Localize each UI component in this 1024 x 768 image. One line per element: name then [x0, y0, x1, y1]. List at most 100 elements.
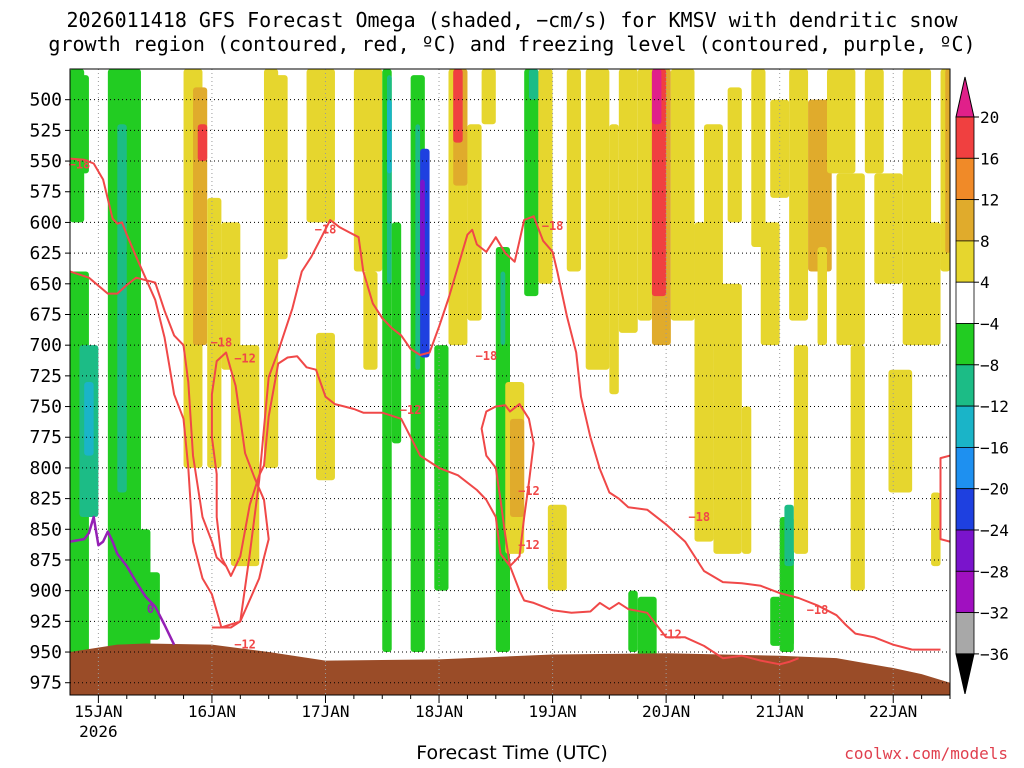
contour-label-1: −18 — [315, 223, 337, 237]
omega-cell-75 — [874, 173, 903, 284]
contour-minus18-1 — [939, 454, 950, 543]
colorbar-label-13: −36 — [980, 645, 1009, 664]
contour-label-8: −12 — [400, 403, 422, 417]
omega-cell-70 — [817, 246, 827, 346]
contour-label-5: −18 — [688, 510, 710, 524]
colorbar-swatch-m32_m28 — [955, 570, 975, 613]
colorbar-swatch-16_20 — [955, 116, 975, 159]
omega-cell-69 — [808, 99, 832, 272]
omega-cell-44 — [585, 69, 610, 370]
colorbar-label-5: −4 — [980, 315, 999, 334]
omega-cell-38 — [510, 418, 525, 518]
x-tick-year-label: 2026 — [79, 722, 118, 741]
contour-label-2: −18 — [211, 335, 233, 349]
y-tick-label-850: 850 — [29, 519, 62, 540]
omega-cell-78 — [921, 222, 941, 346]
omega-cell-72 — [836, 173, 865, 346]
credit-text: coolwx.com/models — [844, 744, 1008, 763]
omega-cell-54 — [651, 69, 662, 125]
colorbar-label-4: 4 — [980, 273, 990, 292]
y-tick-label-725: 725 — [29, 366, 62, 387]
omega-cell-18 — [316, 332, 335, 481]
colorbar-label-8: −16 — [980, 438, 1009, 457]
colorbar-swatch-m36_m32 — [955, 612, 975, 655]
omega-cell-58 — [713, 283, 742, 554]
omega-cell-65 — [784, 504, 794, 567]
omega-cell-23 — [386, 99, 392, 174]
omega-cell-26 — [415, 124, 421, 370]
omega-cell-12 — [207, 197, 222, 468]
colorbar-label-6: −8 — [980, 356, 999, 375]
y-tick-label-750: 750 — [29, 397, 62, 418]
colorbar-label-0: 20 — [980, 108, 999, 127]
contour-minus12-0 — [70, 270, 799, 666]
omega-cell-81 — [945, 69, 950, 254]
contour-labels: −18−18−18−18−18−18−18−12−12−12−12−12−120 — [69, 158, 829, 652]
contour-label-11: −12 — [518, 538, 540, 552]
y-tick-label-900: 900 — [29, 581, 62, 602]
y-tick-label-800: 800 — [29, 458, 62, 479]
y-tick-label-875: 875 — [29, 550, 62, 571]
contour-label-0: −18 — [69, 158, 91, 172]
omega-cell-11 — [197, 124, 208, 162]
colorbar-label-2: 12 — [980, 191, 999, 210]
omega-cell-16 — [273, 75, 288, 260]
y-tick-label-975: 975 — [29, 673, 62, 694]
x-tick-label-6: 21JAN — [756, 702, 804, 721]
contour-label-6: −18 — [807, 603, 829, 617]
plot-frame — [69, 68, 951, 696]
omega-shading — [70, 69, 950, 665]
colorbar: 20 16 12 8 4 −4 −8 −12 −16 −20 −24 −28 −32 −36 — [955, 76, 1009, 695]
omega-cell-59 — [727, 87, 742, 223]
contour-label-9: −12 — [234, 637, 256, 651]
omega-cell-36 — [500, 271, 506, 346]
gridlines — [70, 69, 950, 695]
omega-cell-13 — [221, 222, 241, 370]
x-tick-label-3: 18JAN — [415, 702, 463, 721]
x-axis-label: Forecast Time (UTC) — [416, 742, 608, 764]
x-tick-label-1: 16JAN — [188, 702, 236, 721]
omega-cell-39 — [524, 69, 539, 297]
contour-label-3: −18 — [476, 349, 498, 363]
omega-cell-4 — [84, 382, 94, 456]
omega-cell-34 — [481, 69, 496, 125]
omega-cell-32 — [453, 69, 463, 143]
omega-cell-61 — [751, 69, 766, 247]
omega-cell-53 — [651, 69, 667, 297]
y-tick-label-700: 700 — [29, 335, 62, 356]
colorbar-label-3: 8 — [980, 232, 990, 251]
omega-cell-79 — [931, 492, 941, 567]
omega-cell-76 — [888, 369, 913, 493]
contour-minus18-0 — [70, 157, 941, 651]
omega-cell-40 — [528, 69, 539, 100]
terrain-underground — [70, 643, 950, 695]
y-tick-label-825: 825 — [29, 489, 62, 510]
omega-cell-28 — [420, 179, 425, 297]
omega-cell-55 — [670, 69, 695, 321]
colorbar-swatch-neutral — [955, 281, 975, 324]
omega-cell-46 — [618, 69, 638, 333]
y-tick-label-600: 600 — [29, 212, 62, 233]
colorbar-swatch-12_16 — [955, 157, 975, 201]
chart-title-line1: 2026011418 GFS Forecast Omega (shaded, −… — [66, 8, 958, 32]
colorbar-label-9: −20 — [980, 480, 1009, 499]
omega-cell-63 — [770, 99, 790, 198]
omega-cell-17 — [306, 69, 335, 223]
omega-cell-47 — [628, 590, 638, 653]
x-tick-label-0: 15JAN — [74, 702, 122, 721]
omega-cell-67 — [789, 69, 809, 321]
omega-cell-68 — [793, 345, 809, 554]
omega-cell-41 — [538, 69, 553, 284]
colorbar-label-12: −32 — [980, 604, 1009, 623]
y-tick-label-650: 650 — [29, 274, 62, 295]
omega-cell-42 — [547, 504, 567, 591]
y-tick-label-525: 525 — [29, 120, 62, 141]
x-tick-label-5: 20JAN — [642, 702, 690, 721]
y-tick-label-775: 775 — [29, 427, 62, 448]
chart-title-line2: growth region (contoured, red, ºC) and f… — [48, 32, 976, 56]
contour-freezing-0-0 — [70, 515, 176, 646]
colorbar-swatch-m8_m4 — [955, 323, 975, 366]
y-tick-label-925: 925 — [29, 611, 62, 632]
contour-label-7: −12 — [234, 351, 256, 365]
